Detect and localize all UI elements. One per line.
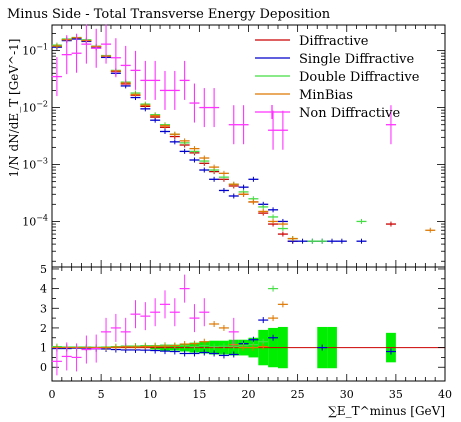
- y-tick-label: 10−1: [22, 43, 48, 58]
- legend-entry: Diffractive: [299, 34, 369, 49]
- ratio-panel-frame: [51, 266, 446, 382]
- x-axis-label: ∑E_T^minus [GeV]: [328, 404, 445, 418]
- y-tick-label: 10−2: [22, 100, 48, 115]
- ratio-panel-y-tick-labels: 0 1 2 3 4 5: [40, 263, 47, 374]
- top-panel: 10−1 10−2 10−3 10−4 1/N dN/dE_T [GeV^-1] Di…: [7, 24, 446, 268]
- ratio-y-tick-label: 2: [40, 322, 47, 335]
- x-tick-label: 30: [340, 388, 354, 401]
- ratio-y-tick-label: 5: [40, 263, 47, 276]
- x-tick-label: 40: [438, 388, 452, 401]
- y-tick-label: 10−4: [22, 213, 48, 228]
- top-panel-data: [51, 24, 436, 244]
- y-tick-label: 10−3: [22, 157, 48, 172]
- legend: Diffractive Single Diffractive Double Diff…: [255, 34, 420, 121]
- x-tick-label: 10: [143, 388, 157, 401]
- ratio-y-tick-label: 0: [40, 361, 47, 374]
- x-tick-label: 0: [49, 388, 56, 401]
- ratio-y-tick-label: 1: [40, 342, 47, 355]
- ratio-panel-ticks: [51, 267, 446, 381]
- top-panel-ticks: [51, 25, 446, 267]
- ratio-y-tick-label: 3: [40, 302, 47, 315]
- y-axis-label: 1/N dN/dE_T [GeV^-1]: [7, 39, 21, 178]
- legend-entry: Single Diffractive: [299, 52, 415, 67]
- ratio-y-tick-label: 4: [40, 283, 47, 296]
- ratio-panel-data: [51, 274, 396, 376]
- x-tick-label: 20: [242, 388, 256, 401]
- legend-entry: MinBias: [299, 88, 353, 103]
- x-tick-label: 35: [389, 388, 403, 401]
- legend-entry: Double Diffractive: [299, 70, 420, 85]
- x-tick-label: 25: [291, 388, 305, 401]
- x-tick-label: 15: [192, 388, 206, 401]
- chart-title: Minus Side - Total Transverse Energy Dep…: [7, 7, 331, 22]
- x-tick-label: 5: [98, 388, 105, 401]
- legend-entry: Non Diffractive: [299, 106, 400, 121]
- top-panel-y-tick-labels: 10−1 10−2 10−3 10−4: [22, 43, 48, 229]
- x-tick-labels: 0 5 10 15 20 25 30 35 40: [49, 388, 453, 401]
- ratio-panel: 0 1 2 3 4 5: [40, 263, 446, 382]
